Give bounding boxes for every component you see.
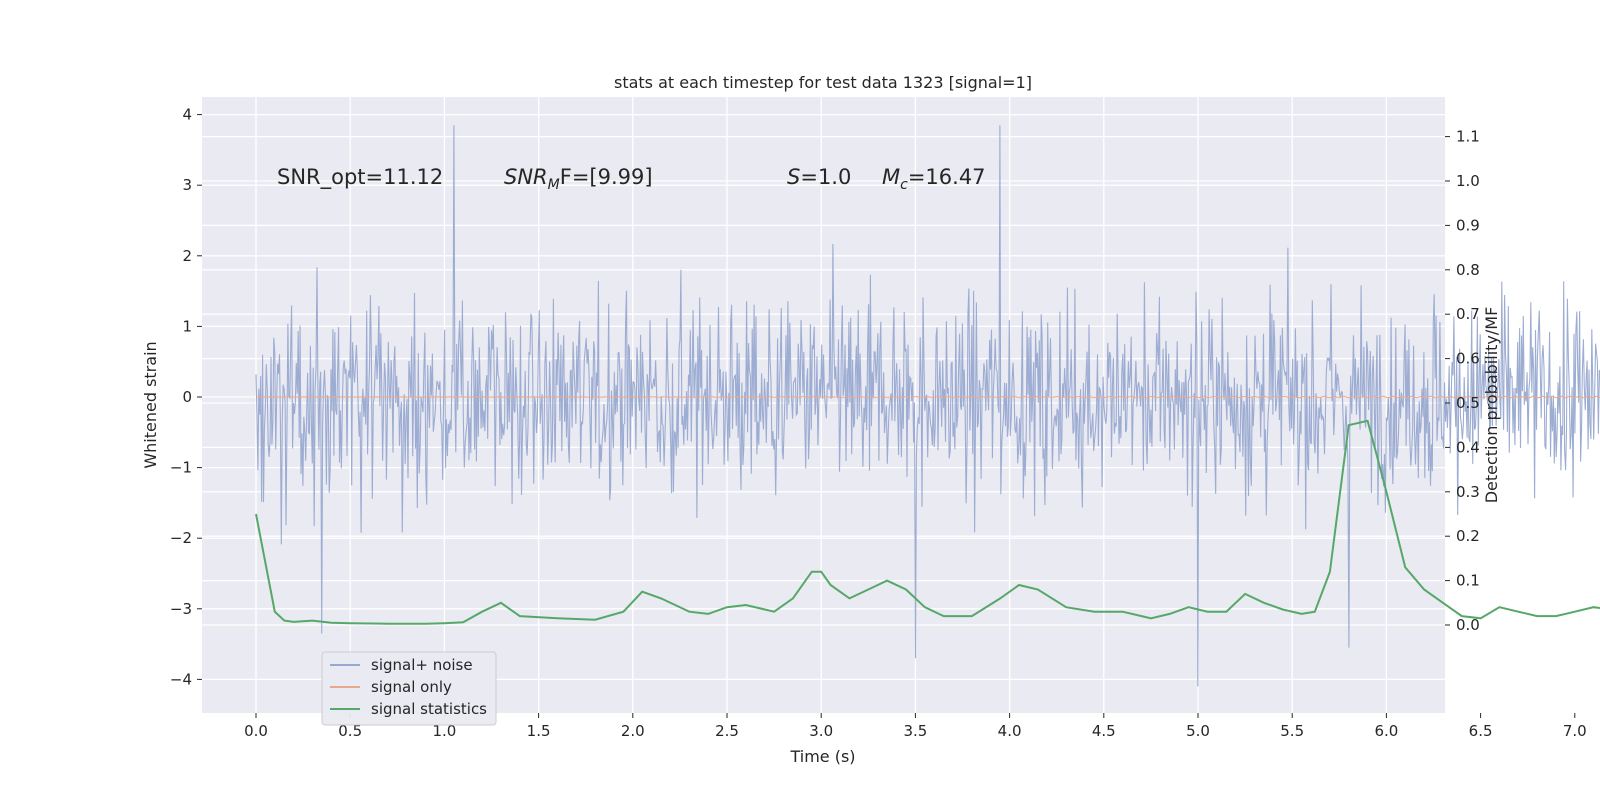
series-layer [255, 125, 1600, 687]
series-signal-statistics [255, 419, 1600, 625]
y-right-tick-label: 0.1 [1456, 572, 1480, 590]
y-left-tick-label: 0 [182, 388, 192, 406]
y-right-tick-label: 0.5 [1456, 394, 1480, 412]
legend: signal+ noise signal only signal statist… [321, 651, 497, 726]
s-rest: =1.0 [800, 165, 851, 189]
plot-background [202, 97, 1445, 713]
y-right-tick-label: 0.2 [1456, 527, 1480, 545]
y-right-tick-label: 1.1 [1456, 128, 1480, 146]
annotation-s: S=1.0 [787, 165, 851, 189]
y-left-tick-label: 1 [182, 317, 192, 335]
s-var: S [787, 165, 800, 189]
y-axis-label-right: Detection probability/MF [1482, 307, 1501, 504]
y-right-tick-label: 1.0 [1456, 172, 1480, 190]
y-left-tick-label: 2 [182, 247, 192, 265]
y-axis-label-left: Whitened strain [141, 341, 160, 468]
annotation-snr-opt: SNR_opt=11.12 [277, 165, 443, 190]
x-tick-label: 2.0 [621, 722, 645, 740]
y-left-tick-label: −2 [170, 529, 192, 547]
series-signal-only [256, 395, 1600, 399]
x-tick-label: 3.0 [809, 722, 833, 740]
y-right-tick-label: 0.7 [1456, 305, 1480, 323]
grid [202, 97, 1576, 713]
mc-var: M [882, 165, 900, 189]
y-left-tick-label: −4 [170, 670, 192, 688]
x-tick-label: 7.0 [1563, 722, 1587, 740]
legend-label-signal-noise: signal+ noise [371, 656, 473, 674]
y-right-tick-label: 0.4 [1456, 438, 1480, 456]
y-left-tick-label: −3 [170, 600, 192, 618]
y-right-tick-label: 0.6 [1456, 350, 1480, 368]
mc-sub: c [900, 177, 908, 193]
x-tick-label: 5.0 [1186, 722, 1210, 740]
y-right-tick-label: 0.0 [1456, 616, 1480, 634]
x-tick-label: 6.5 [1469, 722, 1493, 740]
x-tick-label: 0.5 [338, 722, 362, 740]
x-tick-label: 4.0 [998, 722, 1022, 740]
y-right-tick-label: 0.3 [1456, 483, 1480, 501]
annotation-snr-mf: SNRMF=[9.99] [504, 165, 653, 193]
x-tick-label: 4.5 [1092, 722, 1116, 740]
y-left-tick-label: −1 [170, 459, 192, 477]
x-tick-label: 5.5 [1280, 722, 1304, 740]
x-tick-label: 6.0 [1374, 722, 1398, 740]
x-tick-label: 2.5 [715, 722, 739, 740]
snr-mf-main: SNR [504, 165, 548, 189]
snr-mf-rest: F=[9.99] [560, 165, 653, 189]
legend-box [321, 651, 497, 726]
x-tick-label: 3.5 [903, 722, 927, 740]
y-left-tick-label: 3 [182, 176, 192, 194]
legend-label-signal-statistics: signal statistics [371, 700, 487, 718]
tick-labels: 0.0 0.5 1.0 1.5 2.0 2.5 3.0 3.5 4.0 4.5 5.0 5.5 6.0 6… [170, 106, 1587, 740]
y-right-tick-label: 0.9 [1456, 216, 1480, 234]
x-tick-label: 1.0 [432, 722, 456, 740]
annotations: SNR_opt=11.12 SNRMF=[9.99] S=1.0 Mc=16.4… [277, 165, 986, 193]
snr-mf-sub: M [548, 177, 560, 193]
chart-title: stats at each timestep for test data 132… [614, 73, 1032, 92]
mc-rest: =16.47 [908, 165, 986, 189]
x-tick-label: 1.5 [527, 722, 551, 740]
x-tick-label: 0.0 [244, 722, 268, 740]
series-signal-noise [255, 125, 1600, 687]
annotation-mc: Mc=16.47 [882, 165, 986, 193]
y-right-tick-label: 0.8 [1456, 261, 1480, 279]
x-axis-label: Time (s) [789, 747, 855, 766]
legend-label-signal-only: signal only [371, 678, 452, 696]
y-left-tick-label: 4 [182, 106, 192, 124]
